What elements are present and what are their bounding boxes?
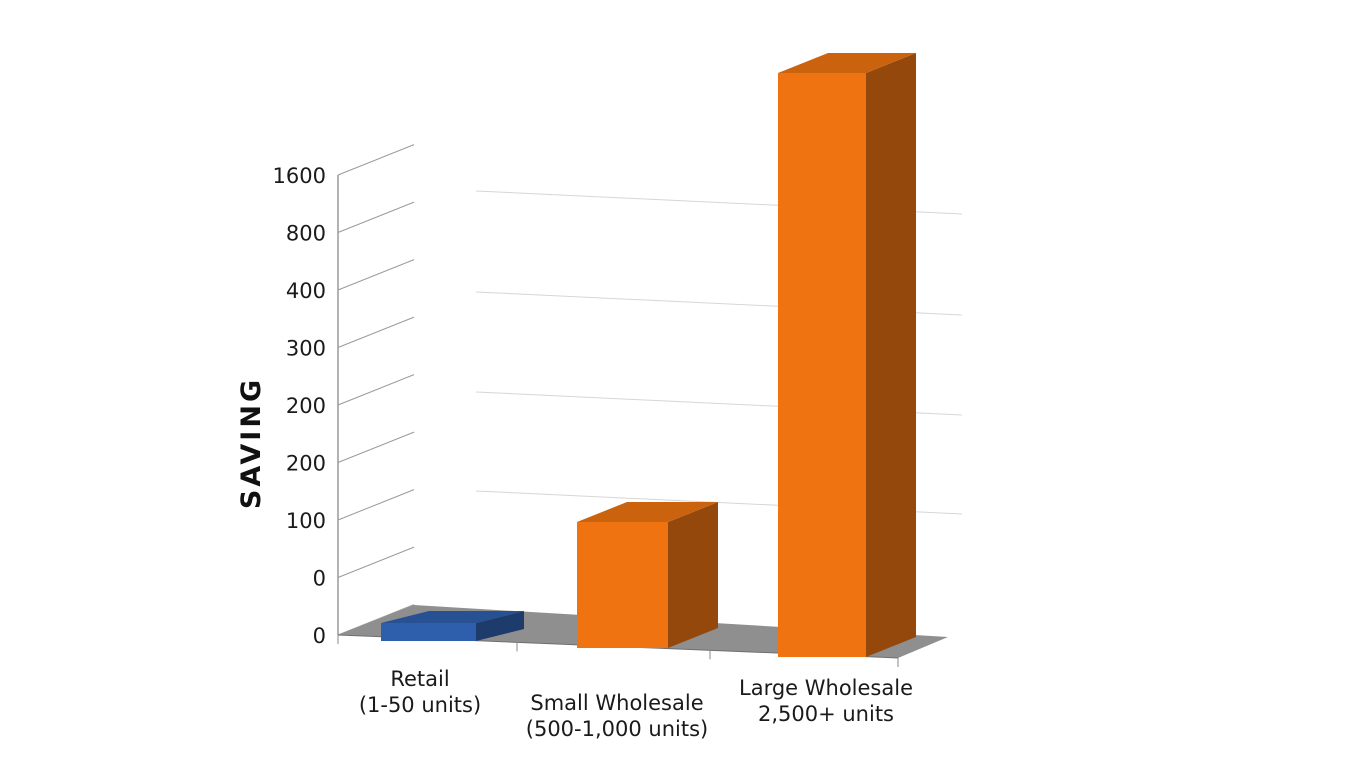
y-tick-label: 200 bbox=[286, 394, 326, 418]
y-tick-label: 800 bbox=[286, 222, 326, 246]
bar-front-face bbox=[577, 522, 668, 648]
y-tick-label: 400 bbox=[286, 279, 326, 303]
bar-side-face bbox=[668, 502, 718, 648]
y-tick-label: 0 bbox=[313, 567, 326, 591]
wall-gridline bbox=[337, 316, 415, 348]
wall-gridline bbox=[337, 374, 415, 406]
bar bbox=[577, 502, 718, 648]
wall-gridline bbox=[337, 431, 415, 463]
x-tick-label: Retail (1-50 units) bbox=[359, 667, 481, 717]
x-tick-label: Large Wholesale 2,500+ units bbox=[739, 676, 913, 726]
bar-side-face bbox=[866, 53, 916, 657]
x-tick-label: Small Wholesale (500-1,000 units) bbox=[526, 691, 708, 741]
bar-front-face bbox=[381, 623, 476, 641]
bar-front-face bbox=[778, 73, 866, 657]
x-tick-label-line: (500-1,000 units) bbox=[526, 717, 708, 741]
bar-top-face bbox=[577, 502, 718, 522]
bar-top-face bbox=[778, 53, 916, 73]
bar bbox=[778, 53, 916, 657]
x-tick-label-line: Large Wholesale bbox=[739, 676, 913, 700]
wall-gridline bbox=[337, 489, 415, 521]
wall-gridline bbox=[337, 604, 415, 636]
y-tick-label: 0 bbox=[313, 624, 326, 648]
wall-gridline bbox=[337, 259, 415, 291]
x-axis-tick-labels: Retail (1-50 units) Small Wholesale (500-1,… bbox=[359, 667, 913, 741]
wall-gridline bbox=[337, 546, 415, 578]
y-tick-label: 1600 bbox=[273, 164, 326, 188]
x-tick-label-line: (1-50 units) bbox=[359, 693, 481, 717]
wall-gridline bbox=[337, 144, 415, 176]
y-axis-tick-labels: 0 0 100 200 200 300 400 800 1600 bbox=[273, 164, 326, 648]
wall-gridline bbox=[337, 201, 415, 233]
y-tick-label: 200 bbox=[286, 452, 326, 476]
y-tick-label: 100 bbox=[286, 509, 326, 533]
x-tick-label-line: Small Wholesale bbox=[530, 691, 703, 715]
left-wall bbox=[337, 144, 415, 636]
bar-side-face bbox=[476, 611, 524, 641]
x-tick-label-line: 2,500+ units bbox=[758, 702, 894, 726]
bar-top-face bbox=[381, 611, 524, 623]
bar bbox=[381, 611, 524, 641]
y-axis-label: SAVING bbox=[236, 377, 267, 509]
x-tick-label-line: Retail bbox=[390, 667, 449, 691]
y-tick-label: 300 bbox=[286, 337, 326, 361]
bars bbox=[381, 53, 916, 657]
